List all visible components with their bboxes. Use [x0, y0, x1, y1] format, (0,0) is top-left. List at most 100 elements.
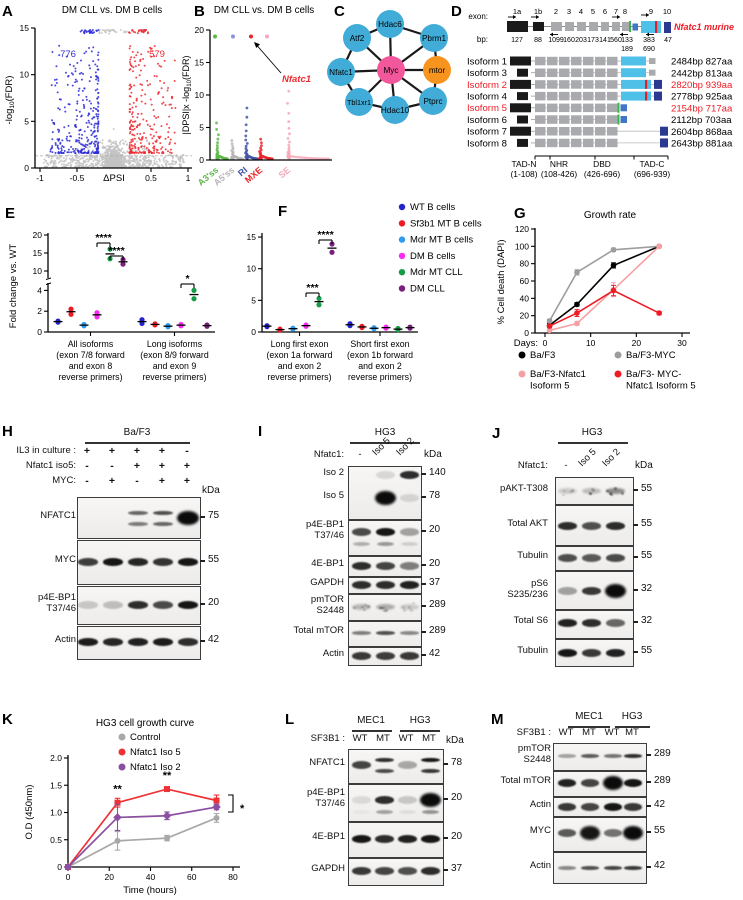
kda-dash — [200, 603, 205, 605]
x-tick: -0.5 — [70, 173, 85, 183]
protein-band — [581, 522, 601, 530]
kda-dash — [443, 763, 448, 765]
protein-band — [605, 522, 625, 530]
blot-label: Total mTOR — [500, 775, 551, 786]
exon-box — [571, 138, 582, 148]
primer-arrows — [508, 13, 654, 37]
blot-label: Actin — [529, 860, 551, 871]
kda-value: 20 — [429, 558, 441, 569]
kda-value: 75 — [208, 510, 220, 521]
protein-band — [178, 558, 198, 566]
exon9-red-stripe — [655, 21, 658, 33]
condition-label: Nfatc1 iso5: — [25, 460, 76, 471]
legend-label: Isoform 5 — [530, 381, 570, 392]
kda-dash — [633, 651, 638, 653]
blot-label: Total mTOR — [293, 625, 344, 636]
protein-band — [399, 652, 419, 660]
blot-label: MYC — [54, 554, 76, 565]
group-label: reverse primers) — [348, 372, 412, 382]
lane-label: WT — [558, 727, 574, 738]
panel-G-linechart: Growth rate 0 20 40 60 80 100 120 0 10 20 30 Days: % … — [496, 210, 696, 392]
blot-label: NFATC1 — [309, 757, 345, 768]
exon-box — [583, 56, 594, 66]
exon-box — [571, 103, 582, 113]
significance-stars: ** — [163, 770, 172, 782]
exon-box — [547, 68, 558, 77]
kda-value: 55 — [641, 645, 653, 656]
rect — [654, 91, 662, 101]
blot-box — [555, 546, 634, 571]
exon-box — [547, 56, 558, 66]
node-label: Hdac10 — [381, 106, 410, 115]
kda-units-label: kDa — [635, 460, 653, 471]
lane-label: WT — [352, 733, 368, 744]
isoform-size: 2778bp 925aa — [671, 92, 733, 103]
blot-box — [553, 852, 647, 884]
protein-band — [375, 581, 395, 589]
isoform-name: Isoform 5 — [467, 103, 507, 114]
exon-box — [595, 80, 606, 89]
y-tick: 120 — [515, 224, 529, 234]
legend-label: Mdr MT B cells — [410, 235, 473, 246]
protein-band — [571, 489, 575, 493]
exon-box — [535, 68, 546, 77]
y-tick: 15 — [20, 23, 30, 33]
x-axis-label: Days: — [514, 338, 538, 349]
network-node-Pbrm1: Pbrm1 — [420, 24, 448, 52]
blot-label: Actin — [529, 799, 551, 810]
panel-letter-J: J — [492, 425, 501, 442]
panel-G-title: Growth rate — [584, 210, 637, 221]
protein-band — [605, 554, 625, 562]
protein-band — [352, 810, 370, 814]
exon-box — [559, 56, 570, 66]
protein-band — [375, 604, 395, 610]
protein-band — [128, 638, 148, 646]
protein-band — [353, 606, 357, 610]
node-label: Pbrm1 — [422, 34, 447, 43]
protein-band — [605, 649, 625, 657]
kda-value: 78 — [429, 490, 441, 501]
rect — [649, 58, 656, 64]
isoform-row: Isoform 5 2154bp 717aa — [467, 102, 733, 114]
protein-band — [624, 779, 642, 787]
protein-band — [375, 652, 395, 660]
blot-box — [77, 586, 201, 625]
protein-band — [604, 829, 622, 837]
kda-value: 37 — [451, 863, 463, 874]
blot-label: p4E-BP1 — [306, 786, 345, 798]
protein-band — [378, 606, 382, 610]
protein-band — [420, 757, 440, 763]
down-count: 776 — [60, 49, 76, 60]
protein-band — [399, 494, 419, 502]
exon-box — [571, 80, 582, 89]
kda-dash — [421, 654, 426, 656]
rect — [617, 102, 620, 113]
blot-box — [348, 556, 422, 577]
kda-value: 289 — [654, 775, 671, 786]
blot-label: Tubulin — [517, 645, 548, 656]
kda-value: 140 — [429, 467, 446, 478]
protein-band — [604, 866, 622, 870]
protein-band — [380, 606, 384, 610]
legend-label: DM B cells — [410, 251, 456, 262]
domain-name: TAD-C — [640, 159, 665, 169]
condition-value: + — [183, 475, 191, 487]
node-label: Tbl1xr1 — [347, 98, 371, 107]
protein-band — [153, 510, 173, 516]
exon-bp: 160 — [563, 37, 575, 44]
exon-bp: 127 — [511, 37, 523, 44]
x-tick: 60 — [187, 872, 197, 882]
protein-band — [376, 542, 394, 546]
isoform-size: 2112bp 703aa — [671, 115, 732, 126]
kda-dash — [633, 524, 638, 526]
kda-value: 20 — [451, 831, 463, 842]
y-tick: 80 — [520, 259, 530, 269]
protein-band — [351, 581, 371, 589]
group-label: (exon 8/9 forward — [140, 350, 209, 360]
exon-box — [571, 127, 582, 136]
exon-number: 7 — [614, 7, 618, 16]
isoform-size: 2154bp 717aa — [671, 103, 733, 114]
group-label: and exon 2 — [278, 361, 322, 371]
